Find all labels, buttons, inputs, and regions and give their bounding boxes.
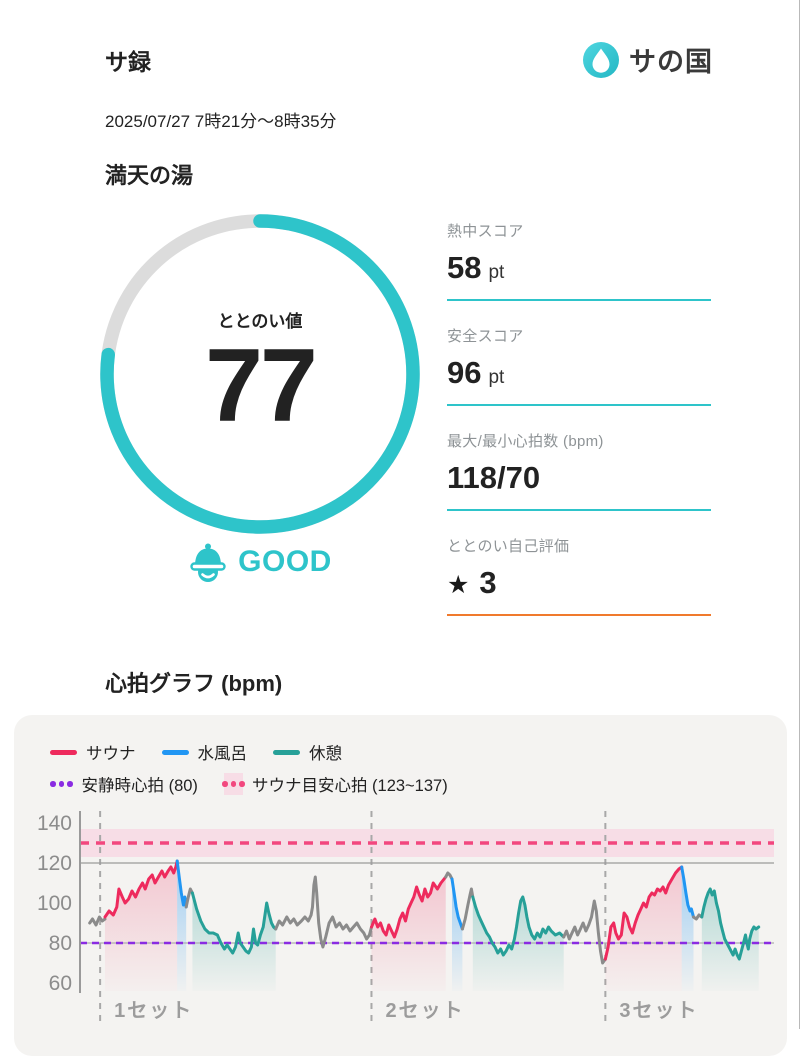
stats-panel: 熱中スコア 58 pt 安全スコア 96 pt 最大/最小心拍数 (bpm) 1… <box>447 214 711 640</box>
ring-center: ととのい値 77 <box>100 214 420 534</box>
stat-unit: pt <box>488 262 505 283</box>
cold-bath-line-swatch <box>161 749 189 755</box>
svg-text:80: 80 <box>49 932 72 955</box>
stat-label: 最大/最小心拍数 (bpm) <box>447 433 604 450</box>
stat-safety-score: 安全スコア 96 pt <box>447 325 711 406</box>
resting-hr-dots-swatch <box>50 781 73 787</box>
stat-unit: pt <box>488 367 505 388</box>
stat-label: ととのい自己評価 <box>447 538 570 555</box>
venue-name: 満天の湯 <box>105 163 194 188</box>
legend-label: サウナ <box>86 745 136 763</box>
chart-legend: サウナ 水風呂 休憩 安静時心拍 (80) <box>14 715 787 797</box>
stat-self-rating: ととのい自己評価 ★ 3 <box>447 535 711 616</box>
totonoi-gauge: ととのい値 77 GOOD <box>95 214 425 640</box>
stat-heat-score: 熱中スコア 58 pt <box>447 220 711 301</box>
stat-value: 58 <box>447 250 482 285</box>
brand-logo: サの国 <box>582 40 713 79</box>
svg-text:3セット: 3セット <box>619 1000 698 1022</box>
gauge-label: ととのい値 <box>217 311 303 331</box>
legend-item-cold-bath: 水風呂 <box>161 740 248 764</box>
brand-logo-text: サの国 <box>629 47 713 77</box>
svg-text:100: 100 <box>37 892 72 915</box>
sauna-hat-icon <box>190 543 226 582</box>
session-datetime: 2025/07/27 7時21分〜8時35分 <box>105 112 337 131</box>
heart-rate-chart-card: サウナ 水風呂 休憩 安静時心拍 (80) <box>14 715 787 1056</box>
stat-label: 安全スコア <box>447 328 524 345</box>
svg-text:120: 120 <box>37 852 72 875</box>
page-title: サ録 <box>105 48 151 75</box>
water-drop-logo-icon <box>583 41 619 78</box>
star-icon: ★ <box>447 571 470 599</box>
rest-line-swatch <box>273 749 300 755</box>
heart-rate-line-chart: 1セット 2セット 3セット 140 120 100 80 60 <box>37 811 774 1022</box>
svg-text:140: 140 <box>37 812 72 835</box>
legend-item-target-hr: サウナ目安心拍 (123~137) <box>222 772 448 796</box>
totonoi-ring-chart: ととのい値 77 <box>100 214 420 534</box>
target-hr-band-swatch <box>222 773 245 795</box>
legend-label: 休憩 <box>309 745 342 763</box>
legend-label: サウナ目安心拍 (123~137) <box>251 777 448 795</box>
stat-value: 118/70 <box>447 460 541 495</box>
ring-svg <box>100 214 420 534</box>
legend-item-resting-hr: 安静時心拍 (80) <box>50 772 198 796</box>
legend-item-sauna: サウナ <box>50 740 136 764</box>
stat-label: 熱中スコア <box>447 223 524 240</box>
chart-section-title: 心拍グラフ (bpm) <box>105 671 283 696</box>
svg-text:60: 60 <box>49 972 72 995</box>
sauna-line-swatch <box>50 749 77 755</box>
header: サ録 サの国 <box>0 0 799 79</box>
ring-progress <box>100 214 420 534</box>
stat-value: 3 <box>479 565 497 600</box>
stat-value: 96 <box>447 355 482 390</box>
svg-text:1セット: 1セット <box>114 1000 193 1022</box>
stat-max-min-hr: 最大/最小心拍数 (bpm) 118/70 <box>447 430 711 511</box>
gauge-status-text: GOOD <box>238 545 332 578</box>
summary-section: ととのい値 77 GOOD 熱中スコア 58 p <box>0 214 799 640</box>
gauge-status: GOOD <box>188 542 332 582</box>
gauge-value: 77 <box>205 327 318 444</box>
svg-text:2セット: 2セット <box>385 1000 464 1022</box>
legend-label: 安静時心拍 (80) <box>81 777 198 795</box>
legend-item-rest: 休憩 <box>273 740 342 764</box>
legend-label: 水風呂 <box>197 745 248 763</box>
